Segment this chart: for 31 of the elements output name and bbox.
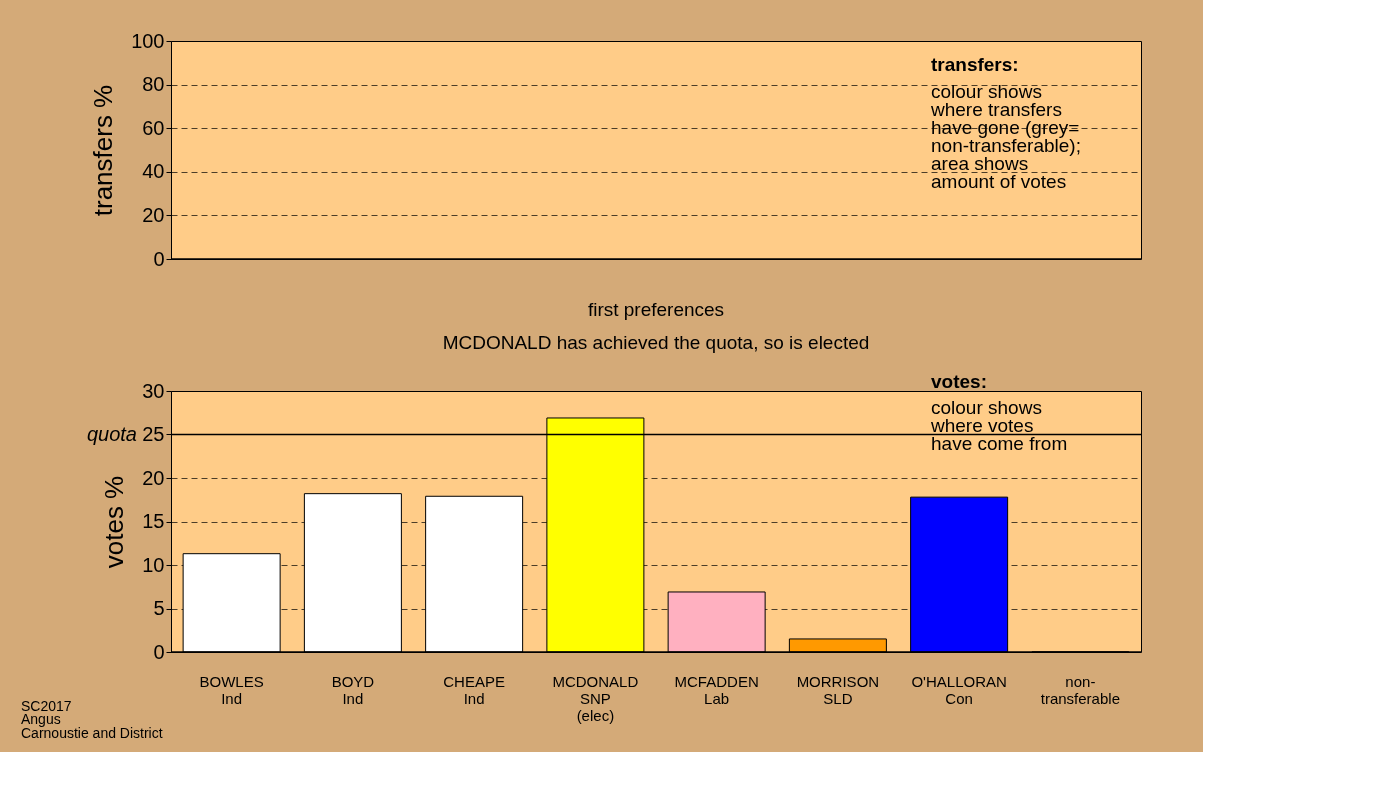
- x-tick-label: O'HALLORAN Con: [911, 672, 1007, 707]
- ref-line-label: quota: [86, 422, 137, 445]
- annotation: votes:: [931, 371, 987, 392]
- y-tick-label: 20: [142, 466, 165, 489]
- chart-subtitle: MCDONALD has achieved the quota, so is elected: [442, 332, 870, 353]
- y-tick-label: 5: [153, 597, 165, 619]
- y-tick-label: 20: [142, 203, 165, 226]
- y-tick-label: 80: [142, 73, 165, 96]
- annotation: colour shows where votes have come from: [930, 397, 1068, 455]
- text: SC2017 Angus Carnoustie and District: [21, 698, 163, 741]
- y-axis-title: transfers %: [88, 84, 119, 217]
- x-tick-label: BOYD Ind: [331, 672, 375, 707]
- annotation: transfers:: [931, 54, 1019, 75]
- y-axis-title: votes %: [99, 475, 130, 569]
- y-tick-label: 40: [142, 160, 165, 183]
- x-tick-label: MCFADDEN Lab: [674, 672, 759, 707]
- y-tick-label: 0: [153, 247, 165, 270]
- y-tick-label: 15: [142, 510, 165, 532]
- x-tick-label: CHEAPE Ind: [443, 672, 505, 707]
- x-tick-label: BOWLES Ind: [199, 672, 264, 707]
- chart-title: first preferences: [587, 299, 725, 320]
- annotation: colour shows where transfers have gone (grey= non-transferable); area shows amount of votes: [930, 81, 1081, 193]
- x-tick-label: MCDONALD SNP (elec): [552, 672, 639, 724]
- x-tick-label: MORRISON SLD: [796, 672, 880, 707]
- y-tick-label: 60: [142, 116, 165, 139]
- y-tick-label: 10: [142, 553, 165, 576]
- y-tick-label: 100: [131, 29, 165, 52]
- y-tick-label: 25: [142, 423, 165, 445]
- x-tick-label: non- transferable: [1040, 672, 1120, 707]
- y-tick-label: 0: [153, 640, 165, 663]
- y-tick-label: 30: [142, 379, 165, 402]
